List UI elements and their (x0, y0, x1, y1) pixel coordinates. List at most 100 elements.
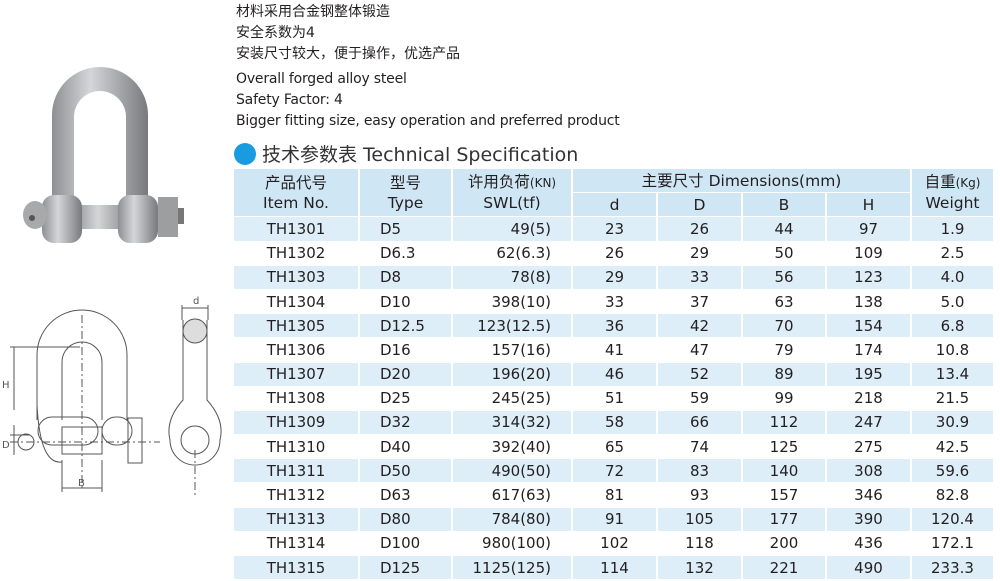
cell-d: 41 (604, 340, 625, 359)
cell-weight: 10.8 (935, 340, 970, 359)
cell-d: 36 (573, 314, 656, 338)
cell-swl: 980(100) (482, 534, 551, 553)
cell-item-no: TH1303 (234, 265, 358, 289)
cell-B: 99 (774, 389, 794, 408)
desc-en-1: Overall forged alloy steel (236, 71, 407, 87)
cell-H: 174 (854, 340, 883, 359)
cell-swl: 490(50) (453, 459, 571, 483)
label-H: H (2, 380, 10, 391)
cell-swl: 62(6.3) (496, 244, 551, 263)
cell-weight: 5.0 (940, 292, 965, 311)
cell-D: 26 (658, 217, 741, 241)
cell-item-no: TH1308 (266, 389, 326, 408)
cell-weight: 82.8 (935, 486, 970, 505)
cell-H: 275 (854, 437, 883, 456)
cell-weight: 172.1 (931, 534, 974, 553)
cell-type: D125 (360, 556, 451, 580)
cell-type: D80 (360, 507, 451, 531)
table-row: TH1310 D40 392(40) 65 74 125 275 42.5 (234, 435, 993, 458)
cell-d: 23 (573, 217, 656, 241)
table-row: TH1307 D20 196(20) 46 52 89 195 13.4 (234, 362, 993, 386)
shackle-dimension-drawing: H D B d (2, 296, 222, 495)
table-row: TH1314 D100 980(100) 102 118 200 436 172.1 (234, 532, 993, 555)
cell-D: 47 (689, 340, 710, 359)
cell-D: 33 (658, 265, 741, 289)
cell-type: D50 (360, 459, 451, 483)
cell-B: 56 (743, 265, 825, 289)
cell-d: 46 (573, 362, 656, 386)
cell-weight: 21.5 (935, 389, 970, 408)
cell-D: 66 (658, 410, 741, 435)
cell-H: 390 (827, 507, 910, 531)
cell-H: 308 (827, 459, 910, 483)
cell-B: 112 (743, 410, 825, 435)
cell-B: 79 (774, 340, 794, 359)
cell-weight: 120.4 (912, 507, 993, 531)
cell-type: D25 (380, 389, 411, 408)
cell-weight: 4.0 (912, 265, 993, 289)
cell-swl: 392(40) (491, 437, 551, 456)
table-row: TH1309 D32 314(32) 58 66 112 247 30.9 (234, 410, 993, 435)
spec-table: 产品代号 Item No. 型号 Type 许用负荷(KN) SWL(tf) 主要尺寸… (232, 168, 995, 580)
bullet-circle-icon (234, 142, 256, 165)
cell-item-no: TH1309 (234, 410, 358, 435)
cell-type: D40 (380, 437, 411, 456)
label-D: D (2, 440, 10, 451)
header-item-no: 产品代号 Item No. (234, 169, 358, 217)
table-row: TH1311 D50 490(50) 72 83 140 308 59.6 (234, 459, 993, 483)
desc-en-2: Safety Factor: 4 (236, 92, 343, 108)
label-B: B (78, 478, 85, 489)
cell-d: 102 (600, 534, 629, 553)
cell-item-no: TH1311 (234, 459, 358, 483)
cell-type: D100 (380, 534, 421, 553)
cell-swl: 196(20) (453, 362, 571, 386)
cell-item-no: TH1304 (266, 292, 326, 311)
cell-type: D12.5 (360, 314, 451, 338)
desc-zh-1: 材料采用合金钢整体锻造 (236, 4, 390, 20)
cell-d: 91 (573, 507, 656, 531)
table-row: TH1301 D5 49(5) 23 26 44 97 1.9 (234, 217, 993, 241)
section-title: 技术参数表 Technical Specification (234, 140, 578, 167)
cell-d: 72 (573, 459, 656, 483)
cell-H: 247 (827, 410, 910, 435)
header-dimensions: 主要尺寸 Dimensions(mm) (573, 169, 910, 193)
cell-item-no: TH1306 (266, 340, 326, 359)
header-swl: 许用负荷(KN) SWL(tf) (453, 169, 571, 217)
cell-item-no: TH1307 (234, 362, 358, 386)
cell-D: 83 (658, 459, 741, 483)
table-row: TH1308 D25 245(25) 51 59 99 218 21.5 (234, 387, 993, 410)
cell-d: 29 (573, 265, 656, 289)
cell-H: 195 (827, 362, 910, 386)
cell-type: D10 (380, 292, 411, 311)
table-row: TH1304 D10 398(10) 33 37 63 138 5.0 (234, 290, 993, 313)
table-row: TH1305 D12.5 123(12.5) 36 42 70 154 6.8 (234, 314, 993, 338)
cell-weight: 1.9 (912, 217, 993, 241)
cell-weight: 42.5 (935, 437, 970, 456)
table-row: TH1315 D125 1125(125) 114 132 221 490 233.3 (234, 556, 993, 580)
cell-weight: 6.8 (912, 314, 993, 338)
cell-D: 29 (689, 244, 710, 263)
header-weight: 自重(Kg) Weight (912, 169, 993, 217)
cell-H: 346 (854, 486, 883, 505)
cell-item-no: TH1305 (234, 314, 358, 338)
cell-D: 37 (689, 292, 710, 311)
cell-type: D63 (380, 486, 411, 505)
desc-en-3: Bigger fitting size, easy operation and … (236, 113, 620, 129)
cell-swl: 157(16) (491, 340, 551, 359)
cell-type: D20 (360, 362, 451, 386)
cell-B: 50 (774, 244, 794, 263)
cell-swl: 123(12.5) (453, 314, 571, 338)
cell-item-no: TH1310 (266, 437, 326, 456)
cell-weight: 2.5 (940, 244, 965, 263)
header-type: 型号 Type (360, 169, 451, 217)
cell-B: 89 (743, 362, 825, 386)
cell-D: 74 (689, 437, 710, 456)
cell-swl: 398(10) (491, 292, 551, 311)
cell-item-no: TH1314 (266, 534, 326, 553)
table-row: TH1303 D8 78(8) 29 33 56 123 4.0 (234, 265, 993, 289)
cell-d: 51 (604, 389, 625, 408)
cell-D: 118 (685, 534, 714, 553)
cell-D: 52 (658, 362, 741, 386)
header-D: D (658, 193, 741, 217)
header-H: H (827, 193, 910, 217)
